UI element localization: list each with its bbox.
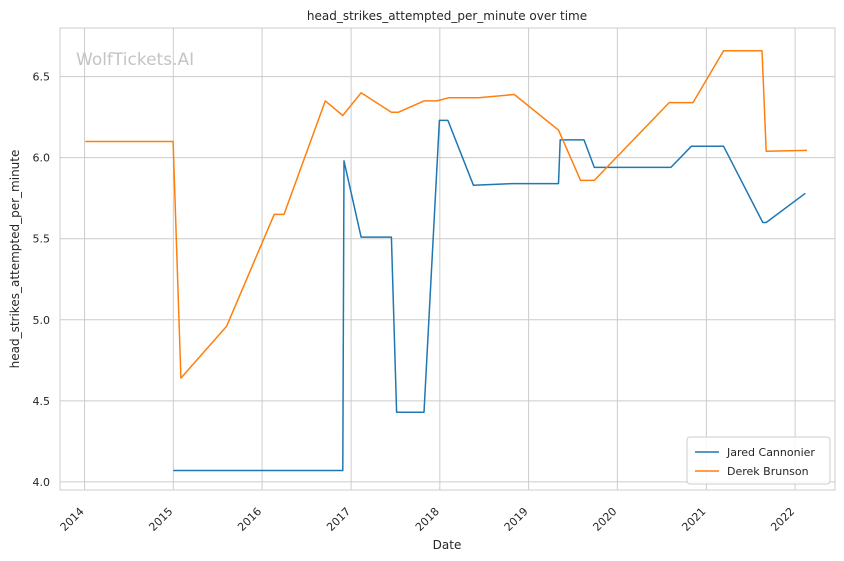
x-tick-label: 2021: [679, 505, 708, 534]
legend-box: [686, 436, 831, 485]
x-axis-label: Date: [433, 538, 462, 552]
y-tick-label: 6.5: [33, 71, 51, 84]
legend-label-jared-cannonier: Jared Cannonier: [726, 446, 815, 459]
x-tick-label: 2020: [590, 505, 619, 534]
y-tick-label: 5.0: [33, 314, 51, 327]
legend: Jared Cannonier Derek Brunson: [686, 436, 831, 485]
axis-ticks: 4.0 4.5 5.0 5.5 6.0 6.5 2014 2015 2016 2017 2018 20…: [33, 71, 798, 534]
x-tick-label: 2022: [768, 505, 797, 534]
x-tick-label: 2016: [235, 505, 264, 534]
y-tick-label: 4.0: [33, 476, 51, 489]
x-tick-label: 2019: [502, 505, 531, 534]
chart-title: head_strikes_attempted_per_minute over t…: [307, 9, 587, 23]
x-tick-label: 2014: [58, 505, 87, 534]
x-tick-label: 2018: [413, 505, 442, 534]
legend-label-derek-brunson: Derek Brunson: [727, 465, 809, 478]
series-line-derek-brunson: [85, 49, 808, 379]
plot-area-frame: [59, 27, 836, 491]
series-lines: [85, 49, 808, 472]
grid: [60, 28, 835, 490]
y-tick-label: 4.5: [33, 395, 51, 408]
y-tick-label: 5.5: [33, 233, 51, 246]
x-tick-label: 2017: [324, 505, 353, 534]
x-tick-label: 2015: [146, 505, 175, 534]
y-axis-label: head_strikes_attempted_per_minute: [8, 150, 22, 369]
watermark: WolfTickets.AI: [76, 50, 194, 70]
series-line-jared-cannonier: [173, 119, 806, 472]
y-tick-label: 6.0: [33, 152, 51, 165]
